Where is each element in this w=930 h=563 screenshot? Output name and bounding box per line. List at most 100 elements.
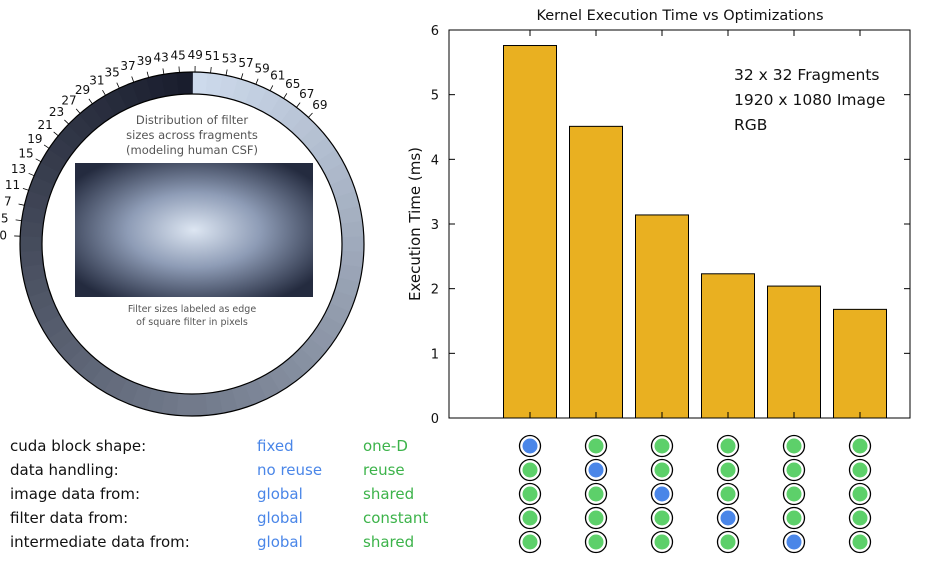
ring-label: 29: [75, 83, 90, 97]
plot-frame: [448, 29, 911, 419]
ring-segment: [67, 347, 94, 374]
config-dot-option-b: [588, 486, 604, 502]
ring-label: 13: [11, 162, 26, 176]
ring-segment: [299, 337, 327, 364]
ring-segment: [280, 104, 306, 132]
config-dot-option-a: [720, 510, 736, 526]
ring-label-tick: [255, 78, 259, 85]
ring-segment: [161, 72, 180, 97]
ring-segment: [290, 347, 317, 375]
ring-caption-top-3: (modeling human CSF): [126, 143, 258, 157]
ring-label: 51: [205, 49, 220, 63]
ring-segment: [338, 264, 363, 284]
ring-label: 65: [285, 77, 300, 91]
config-dot-option-b: [786, 462, 802, 478]
ring-label: 7: [4, 194, 12, 208]
ring-segment: [28, 175, 55, 198]
config-dot-option-b: [720, 462, 736, 478]
ring-segment: [340, 220, 364, 239]
ring-segment: [21, 263, 46, 283]
config-dot-option-b: [852, 462, 868, 478]
ring-label-tick: [283, 93, 288, 99]
ring-segment: [131, 77, 153, 104]
optimization-row: cuda block shape: fixed one-D: [10, 437, 408, 455]
ring-label: 27: [61, 93, 76, 107]
ring-segment: [48, 136, 76, 162]
bar: [569, 125, 623, 419]
ring-label: 45: [171, 49, 186, 63]
filter-size-heatmap: [75, 163, 313, 297]
ring-label-tick: [53, 131, 59, 137]
option-b-block-shape: one-D: [363, 437, 408, 455]
ring-segment: [78, 356, 104, 384]
ring-segment: [290, 114, 317, 141]
config-dot-option-b: [720, 534, 736, 550]
ring-caption-top-1: Distribution of filter: [136, 113, 249, 127]
option-b-filter-data: constant: [363, 509, 428, 527]
ring-segment: [57, 124, 85, 151]
ring-label: 39: [137, 54, 152, 68]
config-dot-option-b: [720, 486, 736, 502]
option-b-intermediate-data: shared: [363, 533, 414, 551]
ring-segment: [192, 72, 209, 95]
ring-segment: [24, 276, 50, 298]
config-dot-option-b: [852, 486, 868, 502]
config-dot-option-b: [852, 534, 868, 550]
optimization-dot-matrix: [518, 434, 872, 554]
ring-segment: [90, 95, 116, 123]
ring-label-tick: [162, 68, 165, 75]
ring-label: 23: [49, 105, 64, 119]
bar: [635, 214, 689, 419]
ring-segment: [300, 125, 328, 152]
option-a-data-handling: no reuse: [257, 461, 322, 479]
ring-label-tick: [146, 71, 150, 78]
ring-label-tick: [18, 203, 25, 206]
row-label-data-handling: data handling:: [10, 461, 119, 479]
ring-segment: [20, 249, 44, 268]
ring-segment: [116, 378, 140, 406]
option-a-intermediate-data: global: [257, 533, 303, 551]
ring-segment: [20, 220, 44, 238]
y-axis-label: Execution Time (ms): [406, 147, 424, 301]
ring-label: 49: [188, 48, 203, 62]
ring-label: 0: [0, 228, 7, 242]
ring-label: 43: [153, 51, 168, 65]
ring-label-tick: [308, 112, 313, 118]
option-b-data-handling: reuse: [363, 461, 405, 479]
config-dot-option-b: [588, 534, 604, 550]
ring-label: 69: [312, 98, 327, 112]
ring-segment: [20, 235, 43, 252]
ring-label: 57: [238, 56, 253, 70]
y-tick-label: 4: [431, 153, 439, 168]
ring-segment: [90, 364, 116, 392]
ring-segment: [204, 391, 223, 416]
bar: [503, 45, 557, 419]
ring-segment: [103, 372, 127, 399]
optimization-row: intermediate data from: global shared: [10, 533, 414, 551]
ring-segment: [244, 82, 268, 110]
ring-segment: [309, 136, 337, 163]
ring-segment: [341, 236, 364, 253]
chart-title: Kernel Execution Time vs Optimizations: [536, 8, 823, 24]
ring-label-tick: [75, 108, 81, 114]
ring-inner-edge: [41, 93, 343, 395]
chart-annotation-channels: RGB: [734, 116, 767, 134]
ring-label-tick: [240, 73, 244, 80]
ring-segment: [205, 72, 224, 97]
ring-outer-edge: [19, 71, 365, 417]
ring-segment: [78, 104, 105, 132]
config-dot-option-b: [588, 438, 604, 454]
config-dot-option-b: [786, 438, 802, 454]
y-tick-label: 1: [431, 347, 439, 362]
ring-label-tick: [269, 85, 274, 91]
config-dot-option-b: [522, 462, 538, 478]
config-dot-option-b: [654, 534, 670, 550]
option-a-filter-data: global: [257, 509, 303, 527]
config-dot-option-a: [588, 462, 604, 478]
row-label-intermediate-data: intermediate data from:: [10, 533, 190, 551]
y-tick-label: 0: [431, 412, 439, 427]
option-b-image-data: shared: [363, 485, 414, 503]
ring-segment: [231, 78, 254, 104]
ring-label: 21: [37, 118, 52, 132]
